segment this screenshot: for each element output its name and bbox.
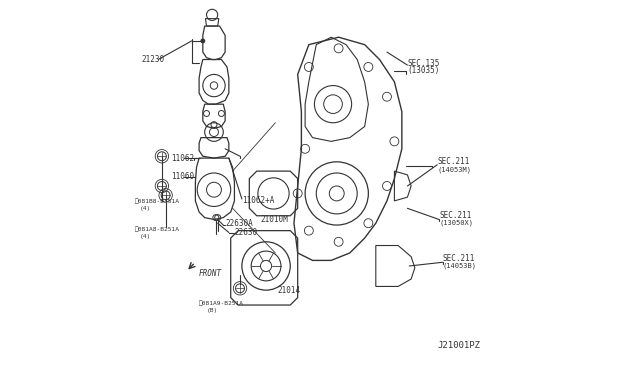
Text: 22630A: 22630A (225, 219, 253, 228)
Text: 21014: 21014 (277, 286, 300, 295)
Text: Ⓑ081A9-B251A: Ⓑ081A9-B251A (199, 300, 244, 306)
Text: J21001PZ: J21001PZ (437, 341, 480, 350)
Text: SEC.211: SEC.211 (439, 211, 472, 220)
Text: (14053B): (14053B) (443, 263, 477, 269)
Text: FRONT: FRONT (199, 269, 222, 278)
Text: (14053M): (14053M) (437, 166, 471, 173)
Text: Ⓑ081B8-B351A: Ⓑ081B8-B351A (135, 198, 180, 204)
Text: (4): (4) (140, 234, 151, 239)
Text: 21010M: 21010M (260, 215, 288, 224)
Text: 11062+A: 11062+A (242, 196, 275, 205)
Text: SEC.211: SEC.211 (437, 157, 470, 166)
Text: 11060: 11060 (172, 172, 195, 181)
Text: Ⓑ081A8-B251A: Ⓑ081A8-B251A (135, 226, 180, 232)
Text: (13035): (13035) (408, 66, 440, 75)
Text: 21230: 21230 (141, 55, 164, 64)
Text: SEC.211: SEC.211 (443, 254, 475, 263)
Text: (13050X): (13050X) (439, 220, 473, 227)
Text: (4): (4) (140, 206, 151, 211)
Text: 22630: 22630 (234, 228, 257, 237)
Text: 11062: 11062 (172, 154, 195, 163)
Circle shape (201, 39, 205, 43)
Text: SEC.135: SEC.135 (408, 59, 440, 68)
Text: (B): (B) (207, 308, 218, 313)
